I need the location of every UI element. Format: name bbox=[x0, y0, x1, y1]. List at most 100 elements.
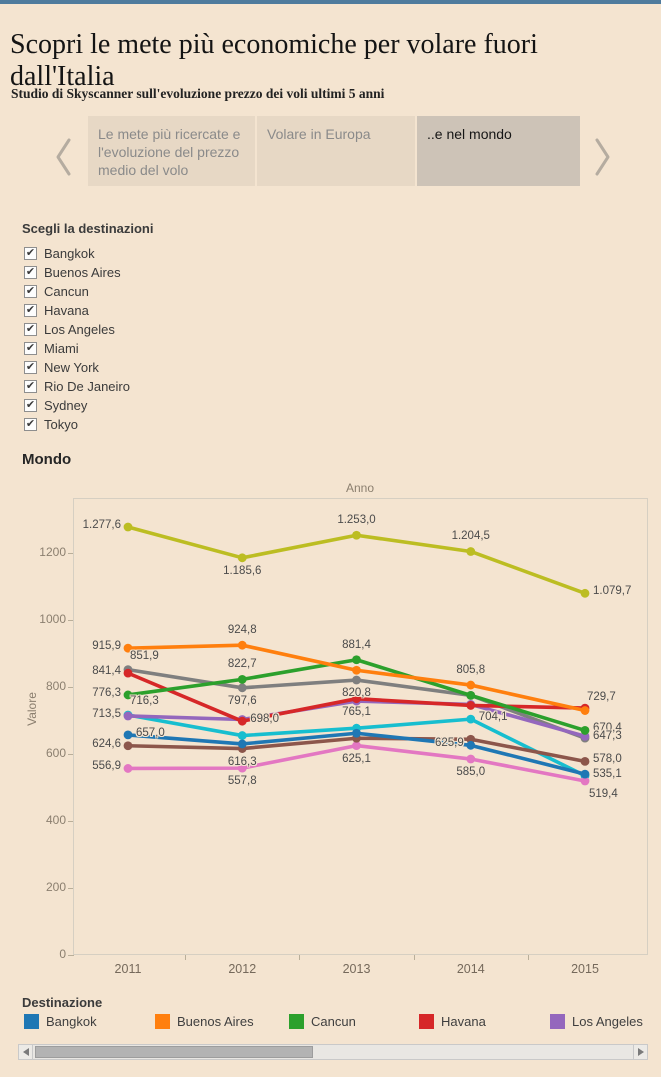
data-point[interactable] bbox=[466, 714, 476, 724]
destination-option-miami[interactable]: ✔ Miami bbox=[24, 339, 130, 358]
data-point[interactable] bbox=[123, 522, 133, 532]
checkmark-icon: ✔ bbox=[25, 304, 36, 316]
data-point-label: 822,7 bbox=[227, 658, 257, 671]
scrollbar-thumb[interactable] bbox=[35, 1046, 313, 1058]
data-point[interactable] bbox=[352, 665, 361, 675]
data-point[interactable] bbox=[237, 674, 247, 684]
scroll-left-button[interactable] bbox=[18, 1044, 33, 1060]
data-point[interactable] bbox=[352, 728, 361, 738]
data-point[interactable] bbox=[466, 701, 476, 710]
data-point[interactable] bbox=[466, 690, 476, 700]
data-point[interactable] bbox=[466, 754, 476, 764]
data-point[interactable] bbox=[352, 530, 361, 540]
data-point[interactable] bbox=[580, 769, 590, 779]
series-new-york[interactable] bbox=[123, 741, 590, 786]
data-point[interactable] bbox=[580, 756, 590, 766]
data-point[interactable] bbox=[352, 741, 361, 750]
destination-option-sydney[interactable]: ✔ Sydney bbox=[24, 396, 130, 415]
y-tick-mark bbox=[68, 754, 74, 755]
scroll-right-button[interactable] bbox=[633, 1044, 648, 1060]
checkbox-icon[interactable]: ✔ bbox=[24, 342, 37, 355]
data-point[interactable] bbox=[123, 711, 133, 721]
series-sydney[interactable] bbox=[123, 522, 590, 598]
destination-option-label: New York bbox=[44, 360, 99, 375]
data-point[interactable] bbox=[580, 588, 590, 598]
data-point[interactable] bbox=[237, 739, 247, 749]
legend-swatch-icon bbox=[419, 1014, 434, 1029]
legend-item-cancun[interactable]: Cancun bbox=[289, 1014, 356, 1029]
destination-option-rio-de-janeiro[interactable]: ✔ Rio De Janeiro bbox=[24, 377, 130, 396]
checkbox-icon[interactable]: ✔ bbox=[24, 380, 37, 393]
data-point[interactable] bbox=[237, 731, 247, 740]
data-point-label: 805,8 bbox=[456, 664, 486, 677]
data-point[interactable] bbox=[123, 741, 133, 751]
story-tab-3[interactable]: ..e nel mondo bbox=[417, 116, 580, 186]
data-point[interactable] bbox=[123, 668, 133, 678]
legend-item-los-angeles[interactable]: Los Angeles bbox=[550, 1014, 643, 1029]
data-point[interactable] bbox=[580, 776, 590, 786]
checkbox-icon[interactable]: ✔ bbox=[24, 323, 37, 336]
checkbox-icon[interactable]: ✔ bbox=[24, 266, 37, 279]
y-tick-label: 1200 bbox=[39, 545, 66, 559]
checkbox-icon[interactable]: ✔ bbox=[24, 361, 37, 374]
data-point[interactable] bbox=[352, 675, 361, 685]
legend-item-buenos-aires[interactable]: Buenos Aires bbox=[155, 1014, 254, 1029]
checkbox-icon[interactable]: ✔ bbox=[24, 418, 37, 431]
carousel-next-button[interactable] bbox=[590, 136, 614, 178]
x-tick-label: 2011 bbox=[114, 962, 142, 976]
x-tick-mark bbox=[413, 955, 415, 960]
data-point[interactable] bbox=[466, 547, 476, 556]
carousel-prev-button[interactable] bbox=[52, 136, 76, 178]
data-point[interactable] bbox=[237, 763, 247, 773]
data-point[interactable] bbox=[123, 690, 133, 700]
data-point[interactable] bbox=[466, 734, 476, 744]
legend-item-havana[interactable]: Havana bbox=[419, 1014, 486, 1029]
y-tick-label: 200 bbox=[45, 880, 66, 894]
x-tick-label: 2013 bbox=[342, 962, 371, 976]
story-tab-2[interactable]: Volare in Europa bbox=[257, 116, 415, 186]
scrollbar-track[interactable] bbox=[33, 1044, 633, 1060]
x-tick-label: 2015 bbox=[571, 962, 599, 976]
checkbox-icon[interactable]: ✔ bbox=[24, 399, 37, 412]
series-cancun[interactable] bbox=[123, 655, 590, 735]
destination-option-havana[interactable]: ✔ Havana bbox=[24, 301, 130, 320]
data-point[interactable] bbox=[237, 716, 247, 726]
data-point-label: 841,4 bbox=[92, 665, 121, 678]
destination-option-cancun[interactable]: ✔ Cancun bbox=[24, 282, 130, 301]
data-point[interactable] bbox=[123, 764, 133, 773]
data-point-label: 820,8 bbox=[342, 687, 371, 700]
data-point[interactable] bbox=[466, 740, 476, 750]
legend-label: Bangkok bbox=[46, 1014, 97, 1029]
data-point[interactable] bbox=[580, 726, 590, 735]
y-tick-label: 400 bbox=[45, 813, 66, 827]
data-point[interactable] bbox=[466, 680, 476, 690]
checkbox-icon[interactable]: ✔ bbox=[24, 285, 37, 298]
series-bangkok[interactable] bbox=[123, 728, 590, 779]
story-tab-1[interactable]: Le mete più ricercate e l'evoluzione del… bbox=[88, 116, 255, 186]
data-point[interactable] bbox=[237, 640, 247, 650]
data-point-label: 797,6 bbox=[227, 694, 257, 707]
data-point-label: 716,3 bbox=[130, 695, 159, 708]
data-point[interactable] bbox=[123, 643, 133, 653]
data-point[interactable] bbox=[352, 655, 361, 665]
data-point-label: 1.277,6 bbox=[82, 519, 121, 531]
destination-option-bangkok[interactable]: ✔ Bangkok bbox=[24, 244, 130, 263]
data-point[interactable] bbox=[237, 553, 247, 563]
destination-option-tokyo[interactable]: ✔ Tokyo bbox=[24, 415, 130, 434]
data-point-label: 578,0 bbox=[593, 753, 622, 766]
data-point[interactable] bbox=[237, 683, 247, 693]
legend-label: Havana bbox=[441, 1014, 486, 1029]
checkbox-icon[interactable]: ✔ bbox=[24, 304, 37, 317]
data-point[interactable] bbox=[123, 730, 133, 740]
checkmark-icon: ✔ bbox=[25, 380, 36, 392]
destination-option-buenos-aires[interactable]: ✔ Buenos Aires bbox=[24, 263, 130, 282]
series-buenos-aires[interactable] bbox=[123, 640, 590, 715]
data-point[interactable] bbox=[352, 694, 361, 704]
data-point[interactable] bbox=[580, 706, 590, 715]
legend-item-bangkok[interactable]: Bangkok bbox=[24, 1014, 97, 1029]
destination-option-los-angeles[interactable]: ✔ Los Angeles bbox=[24, 320, 130, 339]
data-point-label: 647,3 bbox=[593, 730, 622, 743]
checkbox-icon[interactable]: ✔ bbox=[24, 247, 37, 260]
destination-option-new-york[interactable]: ✔ New York bbox=[24, 358, 130, 377]
line-chart-canvas bbox=[123, 522, 590, 786]
